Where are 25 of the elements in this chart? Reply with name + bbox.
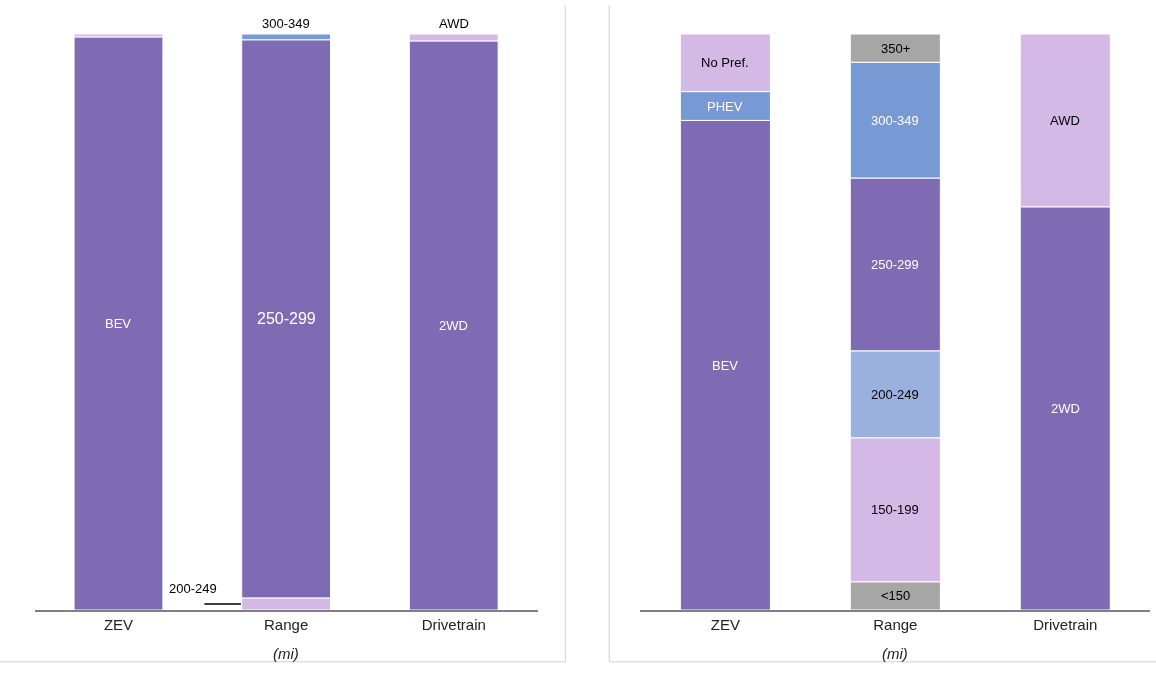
series-label: BEV	[712, 358, 739, 373]
x-tick-label: Drivetrain	[421, 616, 486, 633]
series-label: AWD	[439, 16, 469, 31]
text: (mi)	[882, 645, 908, 662]
series-label: 200-249	[169, 581, 217, 596]
series-label: 300-349	[871, 113, 919, 128]
x-tick-label: Range	[264, 616, 309, 633]
series-label: 300-349	[262, 16, 310, 31]
x-tick-label: ZEV	[710, 616, 740, 633]
x-tick-label: Drivetrain	[1033, 616, 1098, 633]
series-label: 350+	[881, 41, 911, 56]
x-tick-label: ZEV	[103, 616, 134, 633]
series-label: BEV	[105, 316, 132, 331]
x-tick-label: Range	[873, 616, 918, 633]
text: (mi)	[273, 645, 299, 662]
series-label: 250-299	[257, 310, 316, 327]
series-label: 2WD	[439, 318, 468, 333]
series-label: No Pref.	[701, 55, 749, 70]
series-label: PHEV	[707, 99, 743, 114]
series-label: 2WD	[1051, 401, 1080, 416]
series-label: AWD	[1050, 113, 1080, 128]
series-label: 200-249	[871, 387, 919, 402]
series-label: 250-299	[871, 257, 919, 272]
series-label: 150-199	[871, 502, 919, 517]
series-label: <150	[881, 588, 911, 603]
